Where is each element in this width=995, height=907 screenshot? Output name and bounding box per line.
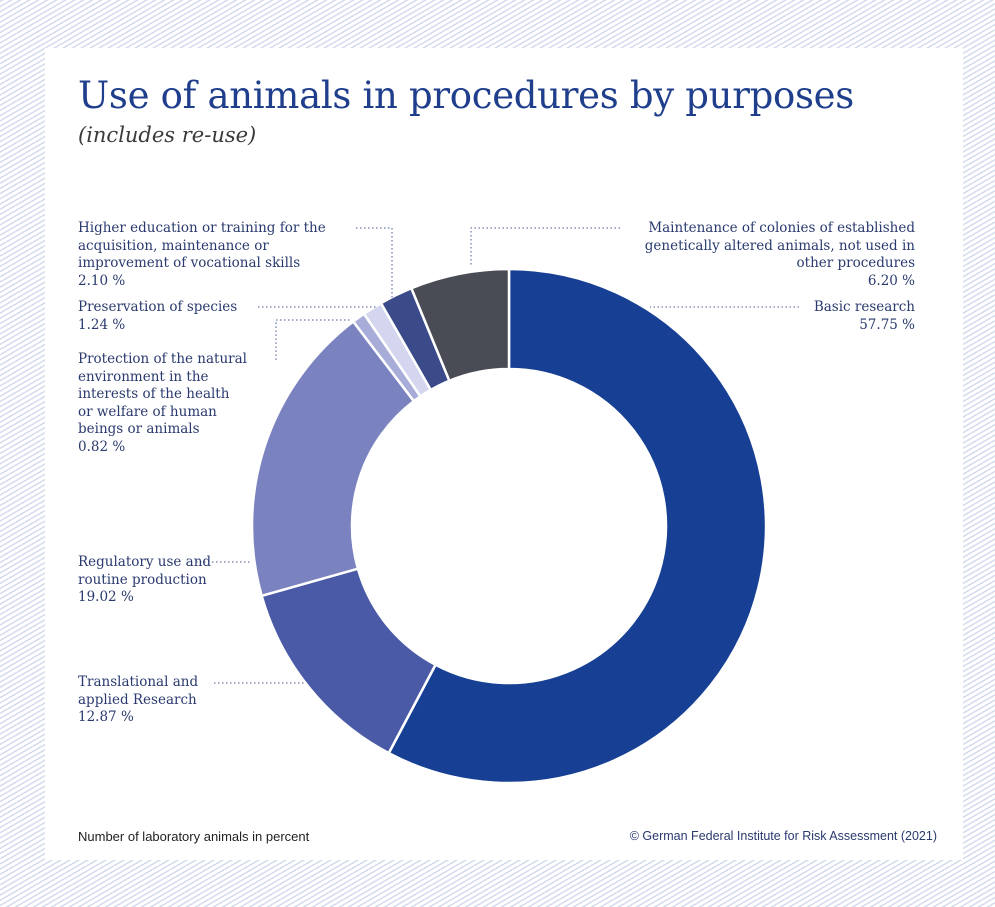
- label-line: environment in the: [78, 368, 209, 385]
- leader-protection: [275, 319, 352, 360]
- label-line: Basic research: [813, 299, 915, 315]
- label-line: applied Research: [78, 691, 197, 708]
- label-translational: Translational and applied Research 12.87…: [78, 674, 198, 727]
- label-preservation: Preservation of species 1.24 %: [78, 299, 237, 334]
- label-line: routine production: [78, 571, 207, 588]
- slice-2: [250, 319, 416, 598]
- label-value: 12.87 %: [78, 709, 134, 725]
- label-value: 19.02 %: [78, 589, 134, 605]
- label-value: 0.82 %: [78, 438, 126, 455]
- source-credit: © German Federal Institute for Risk Asse…: [629, 829, 937, 843]
- leader-education: [356, 227, 393, 298]
- label-higher-education: Higher education or training for the acq…: [78, 220, 326, 290]
- leader-maintenance: [470, 227, 620, 266]
- label-value: 57.75 %: [859, 316, 915, 333]
- slice-6: [409, 267, 511, 383]
- label-line: or welfare of human: [78, 403, 217, 420]
- label-regulatory: Regulatory use and routine production 19…: [78, 554, 211, 607]
- label-protection: Protection of the natural environment in…: [78, 351, 247, 456]
- label-line: Translational and: [78, 674, 199, 690]
- label-value: 6.20 %: [867, 272, 915, 289]
- label-basic-research: Basic research 57.75 %: [814, 299, 915, 334]
- label-line: improvement of vocational skills: [78, 255, 301, 271]
- label-line: Preservation of species: [78, 299, 238, 315]
- label-line: acquisition, maintenance or: [78, 237, 269, 254]
- label-line: beings or animals: [78, 421, 200, 437]
- label-value: 1.24 %: [78, 316, 126, 333]
- label-line: Higher education or training for the: [78, 220, 326, 236]
- label-value: 2.10 %: [78, 272, 126, 289]
- chart-title: Use of animals in procedures by purposes: [78, 74, 854, 117]
- label-maintenance: Maintenance of colonies of established g…: [645, 220, 915, 290]
- footnote: Number of laboratory animals in percent: [78, 829, 310, 844]
- label-line: Regulatory use and: [78, 554, 212, 570]
- label-line: Protection of the natural: [78, 351, 247, 367]
- label-line: interests of the health: [78, 386, 230, 402]
- label-line: genetically altered animals, not used in: [644, 237, 915, 254]
- label-line: Maintenance of colonies of established: [648, 220, 915, 236]
- chart-subtitle: (includes re-use): [78, 123, 257, 147]
- label-line: other procedures: [796, 255, 915, 271]
- slice-0: [387, 267, 768, 785]
